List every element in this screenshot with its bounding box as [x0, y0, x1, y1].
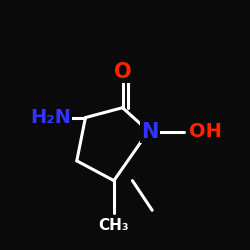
Text: O: O — [114, 62, 131, 82]
Text: CH₃: CH₃ — [98, 218, 129, 232]
Text: N: N — [141, 122, 158, 142]
Text: H₂N: H₂N — [30, 108, 71, 127]
Text: OH: OH — [189, 122, 222, 142]
